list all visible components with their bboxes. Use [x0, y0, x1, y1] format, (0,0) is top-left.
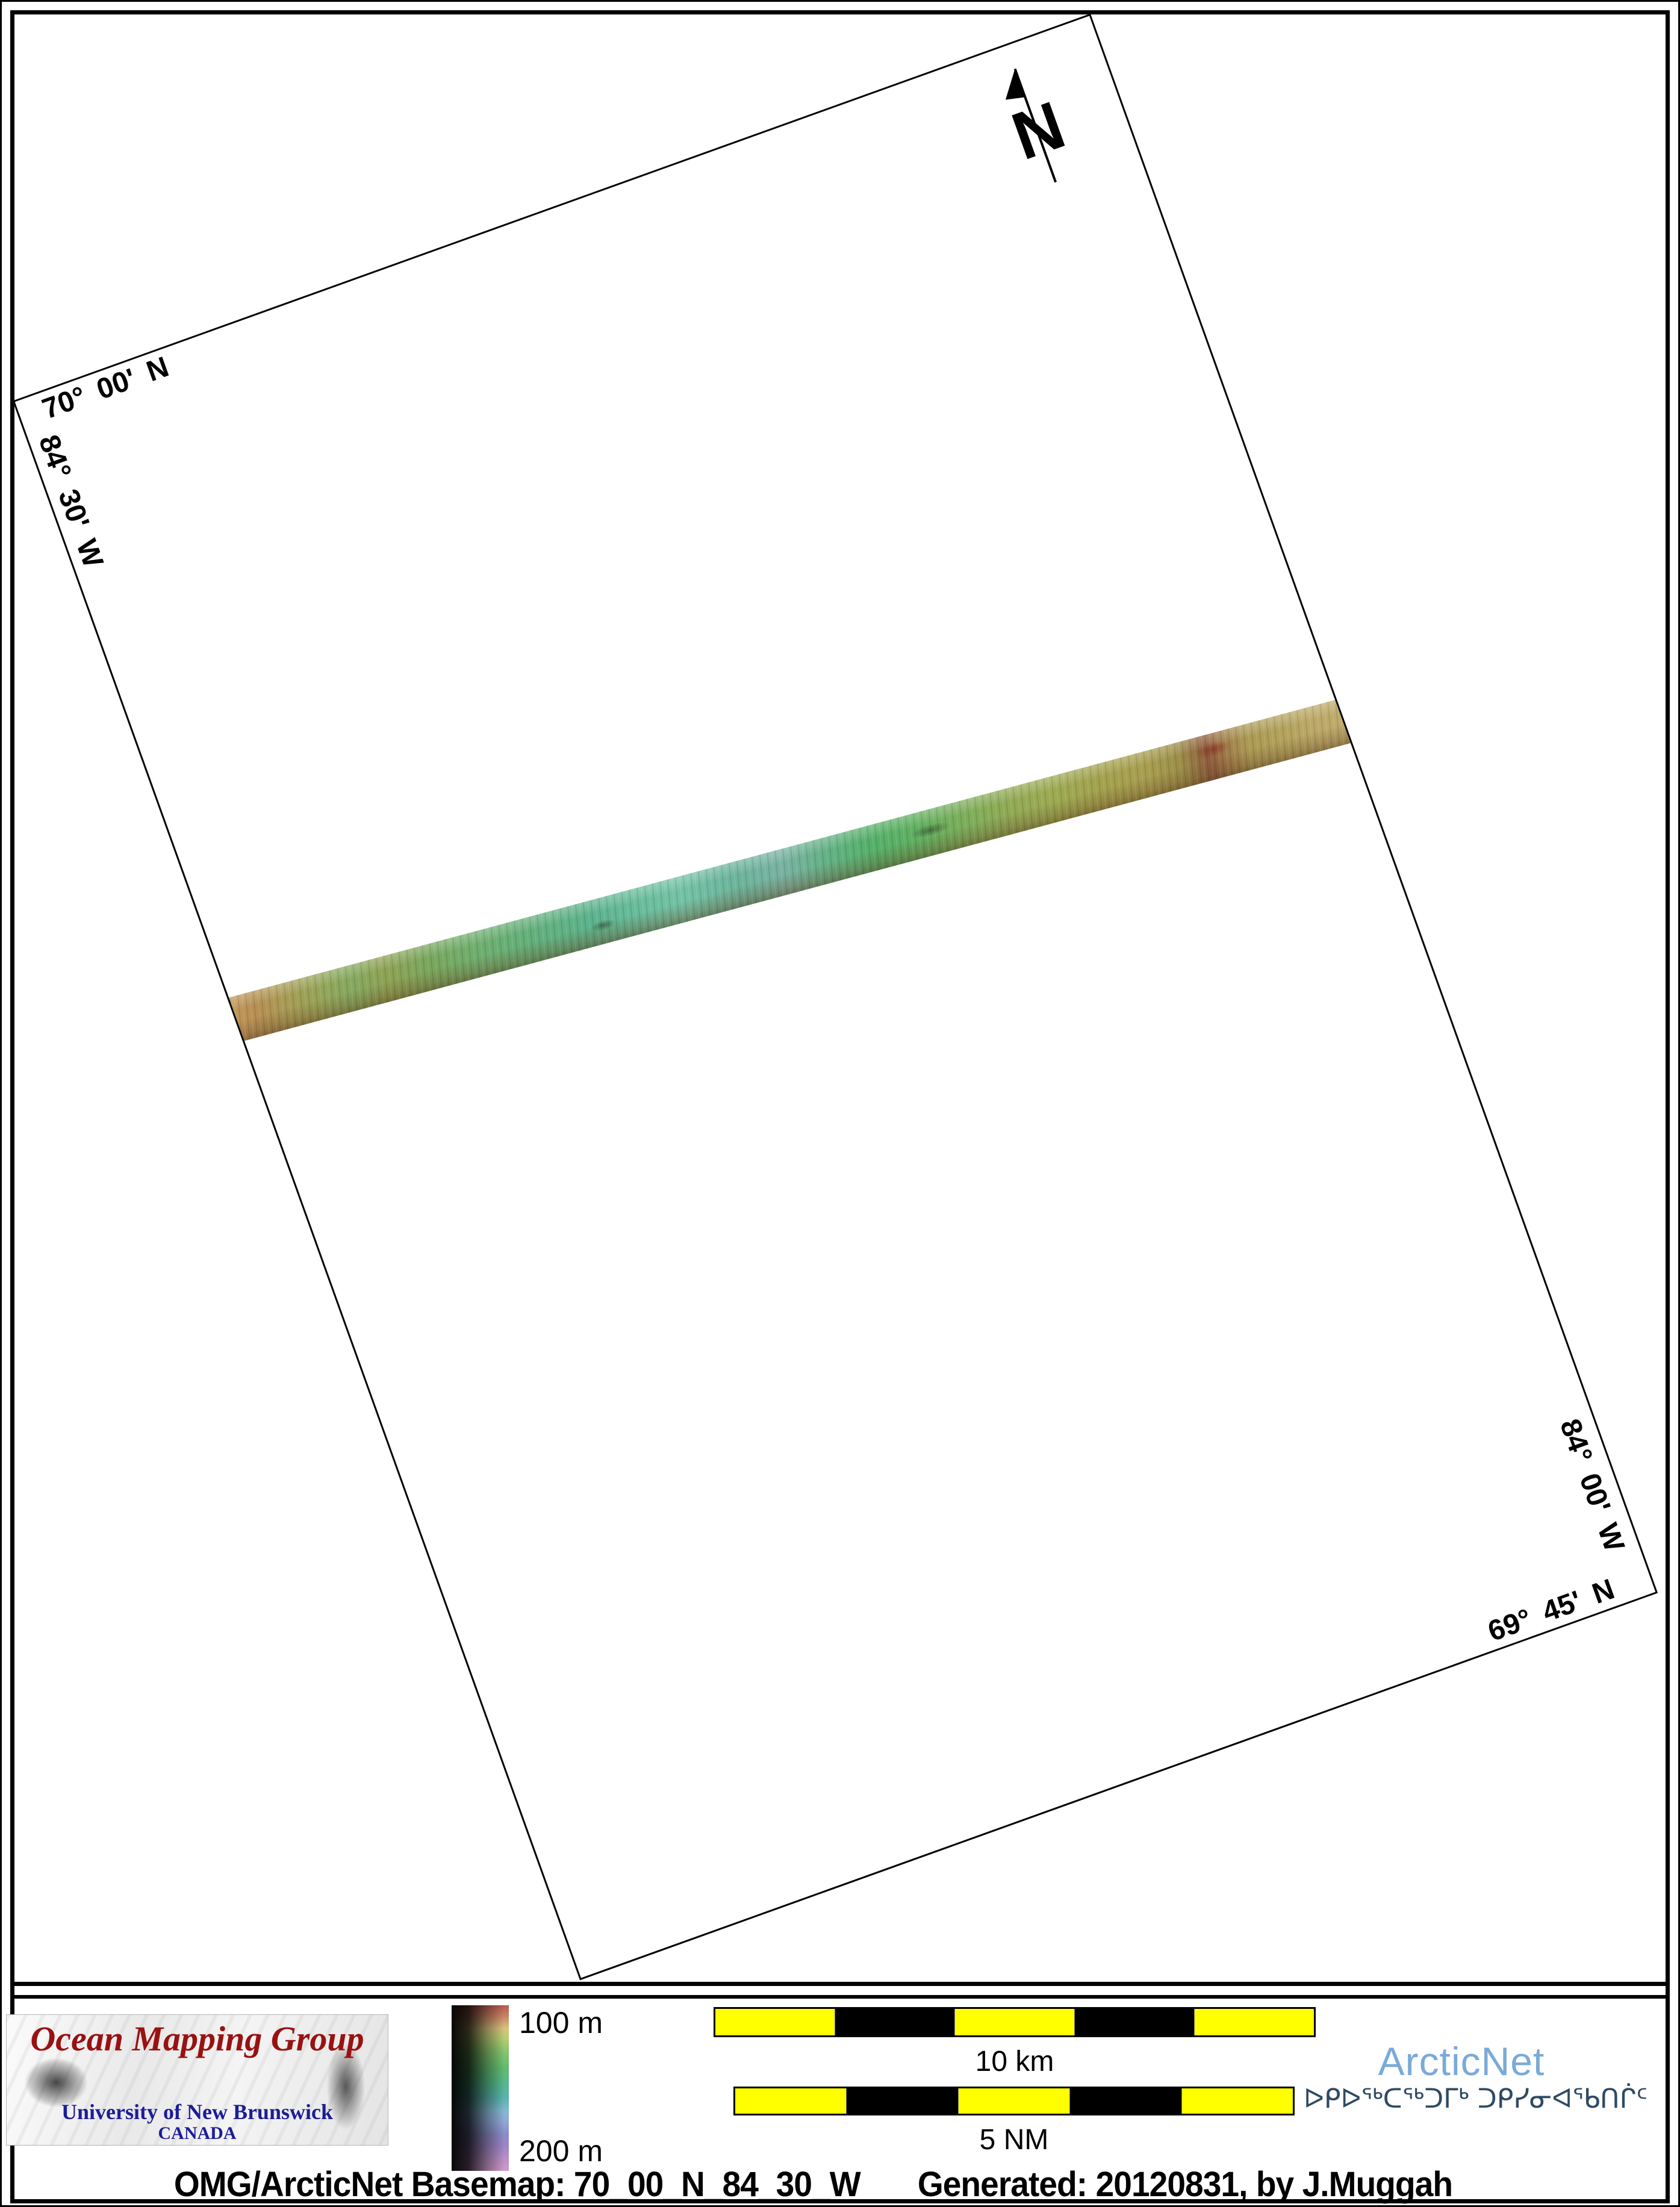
arcticnet-logo-text: ArcticNet — [1378, 2039, 1545, 2084]
omg-logo: Ocean Mapping Group University of New Br… — [6, 2014, 388, 2146]
scalebar-kilometers — [714, 2007, 1316, 2037]
depth-label-shallow: 100 m — [519, 2006, 603, 2040]
scalebar-segment — [1074, 2009, 1194, 2035]
caption-text: OMG/ArcticNet Basemap: 70_00_N_84_30_W Ge… — [173, 2164, 1452, 2205]
omg-logo-title: Ocean Mapping Group — [30, 2019, 364, 2058]
map-area-border — [10, 10, 1670, 2203]
omg-logo-university: University of New Brunswick — [61, 2100, 333, 2124]
caption-row: OMG/ArcticNet Basemap: 70_00_N_84_30_W Ge… — [0, 2164, 1680, 2205]
scalebar-nautical-miles — [733, 2087, 1295, 2115]
scalebar-segment — [957, 2088, 1070, 2114]
arcticnet-inuktitut-text: ᐅᑭᐅᖅᑕᖅᑐᒥᒃ ᑐᑭᓯᓂᐊᖃᑎᒌᑦ — [1304, 2084, 1648, 2114]
omg-logo-country: CANADA — [158, 2123, 237, 2143]
scalebar-segment — [735, 2088, 847, 2114]
north-arrow-icon: N — [975, 51, 1100, 204]
scalebar-segment — [954, 2009, 1074, 2035]
depth-label-deep: 200 m — [519, 2134, 603, 2168]
scalebar-segment — [1069, 2088, 1181, 2114]
scalebar-nautical-miles-label: 5 NM — [979, 2124, 1049, 2156]
scalebar-kilometers-label: 10 km — [975, 2046, 1054, 2078]
caption-basemap: OMG/ArcticNet Basemap: 70_00_N_84_30_W — [173, 2165, 860, 2204]
scalebar-segment — [846, 2088, 958, 2114]
depth-colorbar — [452, 2005, 509, 2171]
footer-separator-top — [10, 1982, 1670, 1986]
footer-separator-bottom — [10, 1995, 1670, 1999]
north-arrow-letter: N — [1003, 87, 1074, 175]
scalebar-segment — [715, 2009, 835, 2035]
scalebar-segment — [835, 2009, 954, 2035]
scalebar-segment — [1194, 2009, 1314, 2035]
caption-generated: Generated: 20120831, by J.Muggah — [917, 2165, 1452, 2204]
bathymetry-swath — [222, 694, 1368, 1044]
scalebar-segment — [1181, 2088, 1293, 2114]
